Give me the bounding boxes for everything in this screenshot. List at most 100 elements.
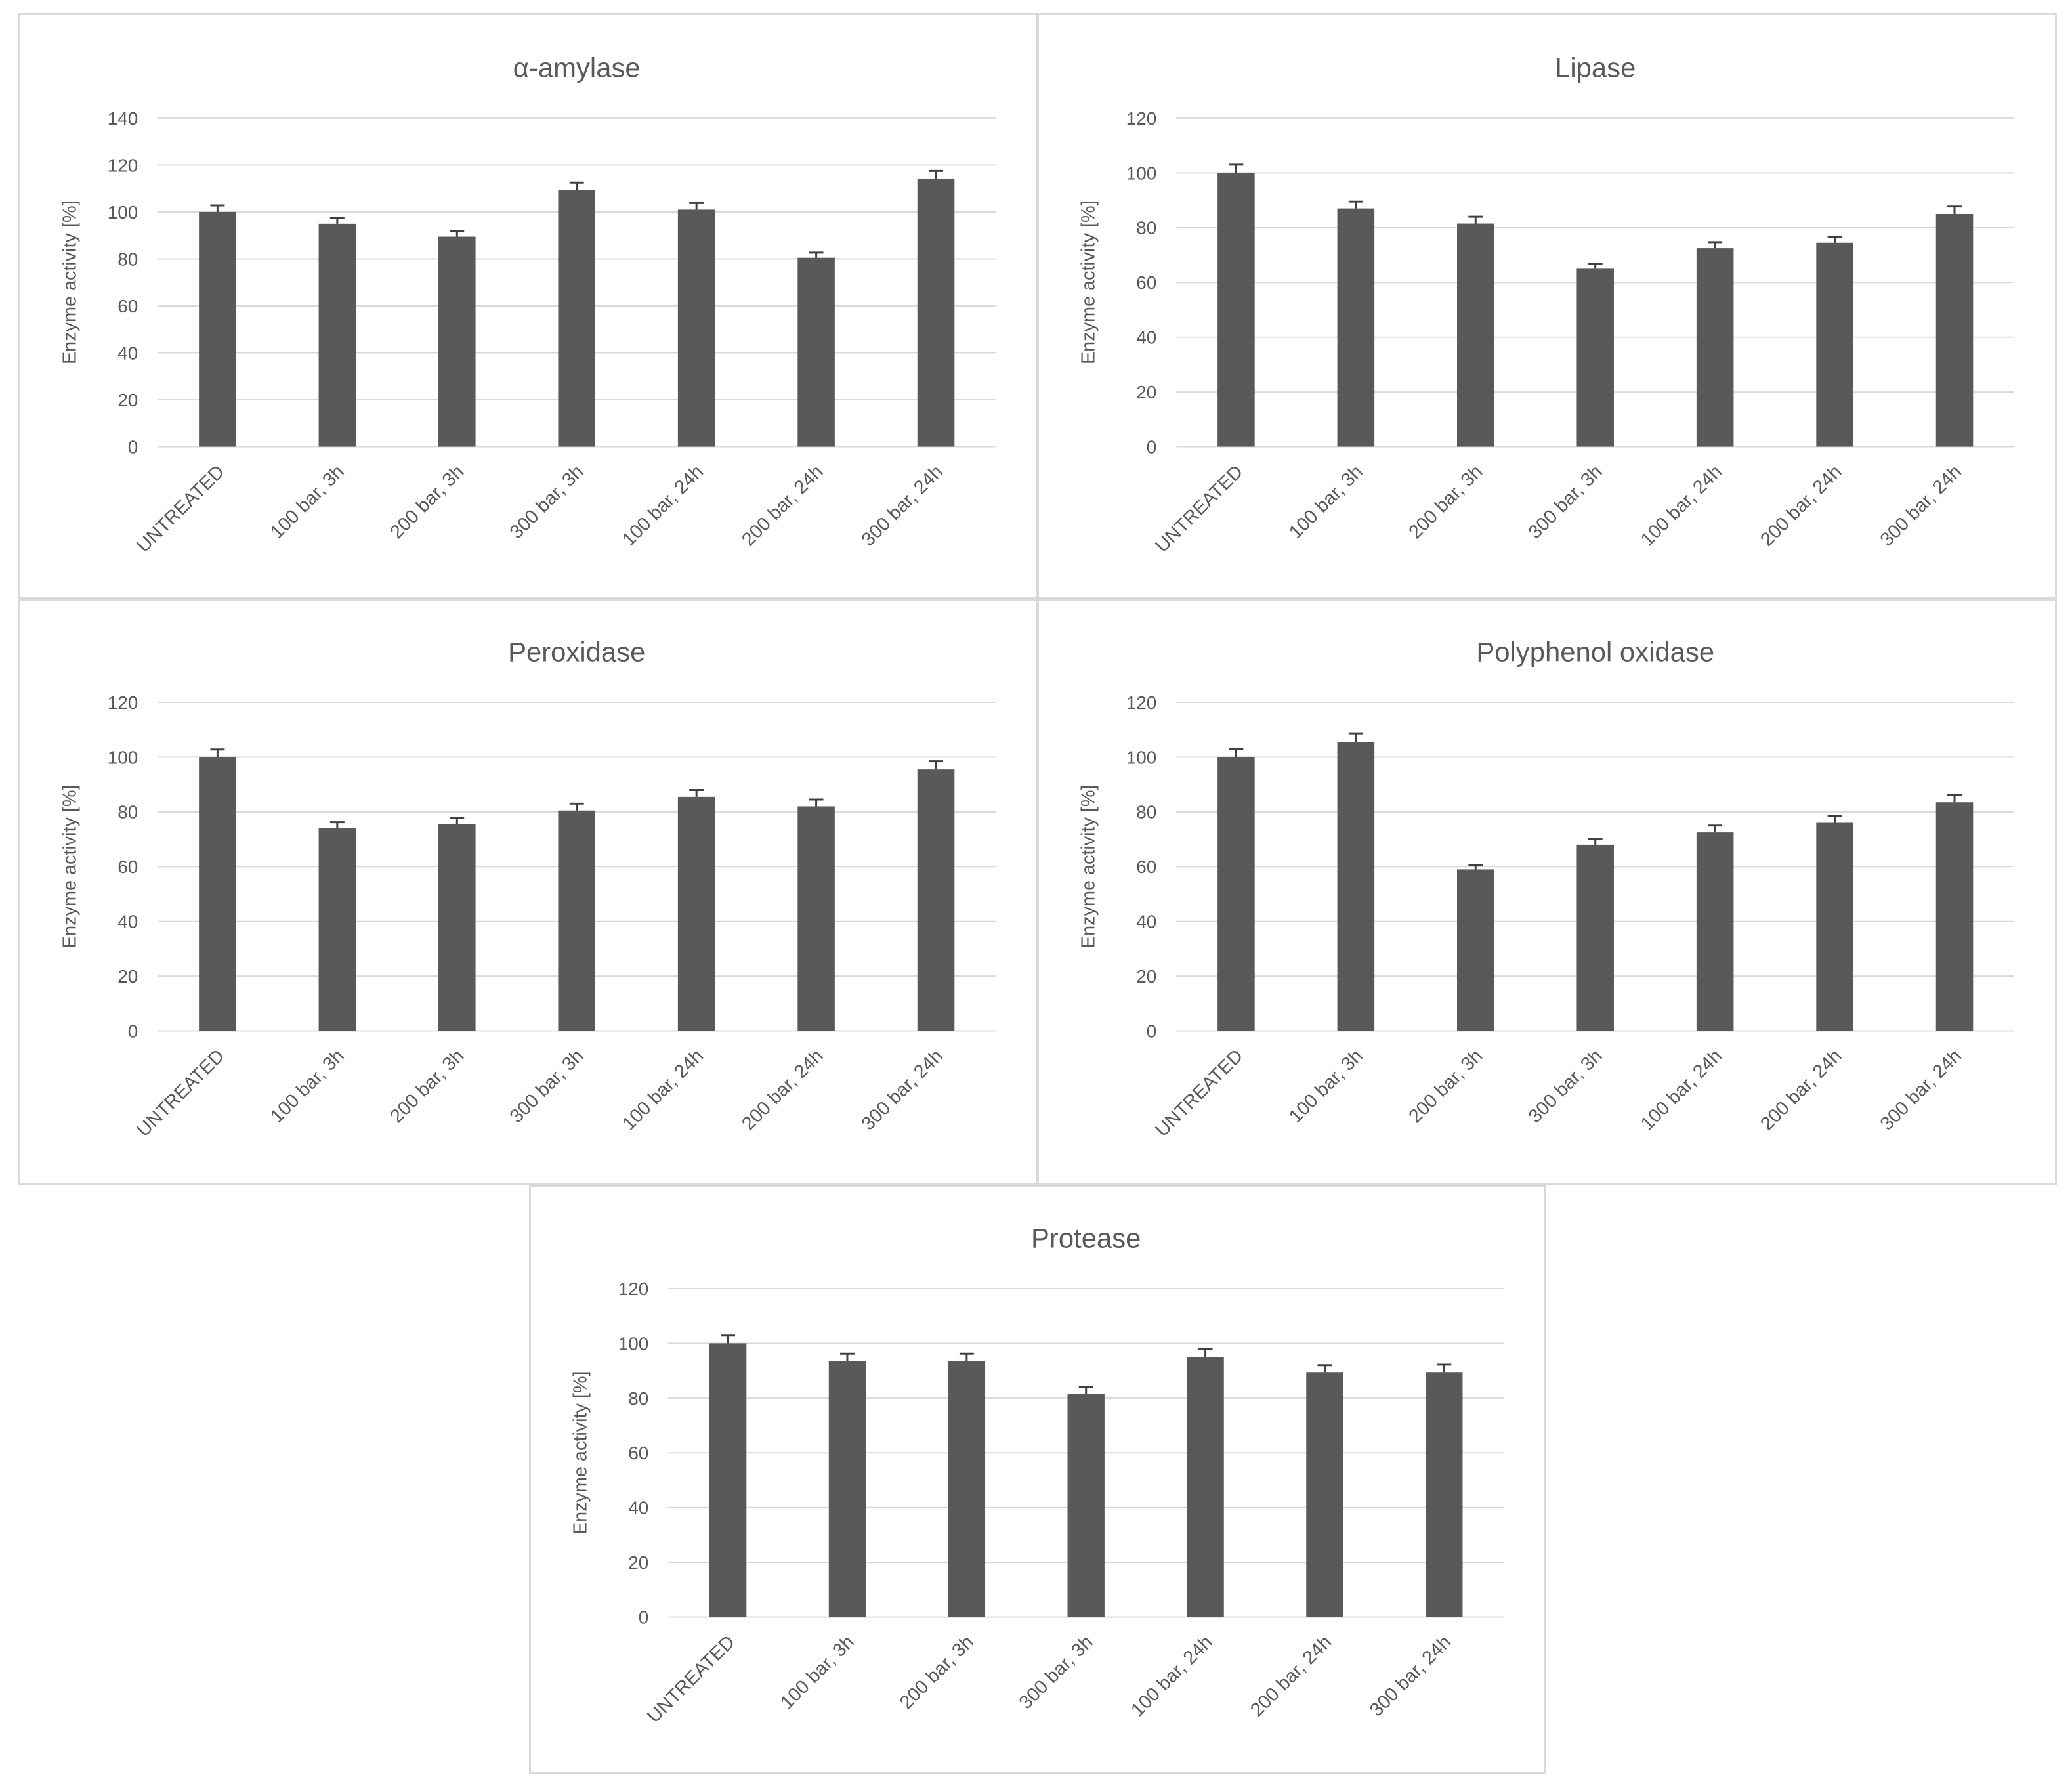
x-tick-label: 100 bar, 3h <box>1285 1046 1367 1127</box>
polyphenol-oxidase-chart: Polyphenol oxidase 0 20 40 60 80 100 120 Enzyme … <box>1078 636 2015 1141</box>
x-tick-label: 300 bar, 3h <box>1525 461 1607 543</box>
bar <box>318 223 356 447</box>
y-tick-label: 20 <box>628 1552 648 1573</box>
x-tick-label: 200 bar, 3h <box>896 1632 978 1713</box>
x-tick-label: 200 bar, 3h <box>1405 461 1487 543</box>
bar <box>1187 1357 1224 1617</box>
chart-panel-alpha-amylase: α-amylase 0 20 40 60 80 100 120 140 Enzyme activi… <box>18 13 1038 599</box>
x-tick-label: 300 bar, 24h <box>858 1046 947 1135</box>
x-tick-label: 100 bar, 24h <box>1127 1632 1216 1721</box>
x-tick-label: 300 bar, 24h <box>1876 1046 1966 1135</box>
y-axis-label: Enzyme activity [%] <box>60 784 81 949</box>
bar <box>1696 248 1734 447</box>
bar <box>558 190 595 447</box>
chart-panel-protease: Protease 0 20 40 60 80 100 120 Enzyme activity [… <box>529 1185 1546 1774</box>
bar <box>797 257 835 447</box>
bar <box>948 1361 986 1617</box>
y-tick-label: 60 <box>628 1443 648 1463</box>
y-axis-label: Enzyme activity [%] <box>570 1371 591 1535</box>
x-tick-label: 300 bar, 3h <box>1525 1046 1607 1127</box>
x-tick-label: 100 bar, 3h <box>1285 461 1367 543</box>
y-tick-label: 140 <box>108 108 138 129</box>
x-tick-label: 200 bar, 24h <box>1756 461 1846 551</box>
chart-title: Polyphenol oxidase <box>1476 636 1714 667</box>
x-tick-label: 200 bar, 3h <box>386 1046 468 1127</box>
bar <box>1217 757 1255 1031</box>
alpha-amylase-chart: α-amylase 0 20 40 60 80 100 120 140 Enzyme activi… <box>60 52 996 557</box>
x-tick-label: 200 bar, 24h <box>738 1046 827 1135</box>
x-tick-label: UNTREATED <box>1151 1046 1247 1141</box>
bar <box>1426 1372 1463 1617</box>
peroxidase-chart: Peroxidase 0 20 40 60 80 100 120 Enzyme activity… <box>60 636 996 1141</box>
bar <box>1696 832 1734 1031</box>
y-axis-label: Enzyme activity [%] <box>1078 784 1099 949</box>
chart-panel-lipase: Lipase 0 20 40 60 80 100 120 Enzyme activity [%]… <box>1037 13 2057 599</box>
bar <box>1935 802 1974 1031</box>
x-tick-label: UNTREATED <box>643 1632 739 1727</box>
y-tick-label: 80 <box>117 802 138 822</box>
bar <box>558 810 595 1031</box>
bar <box>917 769 955 1031</box>
chart-panel-peroxidase: Peroxidase 0 20 40 60 80 100 120 Enzyme activity… <box>18 599 1038 1185</box>
bar <box>1576 268 1614 447</box>
x-tick-label: 200 bar, 24h <box>1246 1632 1336 1721</box>
y-tick-label: 100 <box>1126 747 1157 767</box>
y-tick-label: 100 <box>108 202 138 223</box>
x-tick-label: 300 bar, 3h <box>506 1046 588 1127</box>
bar <box>1816 822 1853 1031</box>
bar <box>1457 869 1494 1031</box>
y-tick-label: 40 <box>117 912 138 932</box>
x-tick-label: 300 bar, 24h <box>1876 461 1966 551</box>
y-tick-label: 100 <box>618 1333 649 1354</box>
x-tick-label: UNTREATED <box>1151 461 1247 557</box>
bar <box>1217 173 1255 447</box>
x-tick-label: UNTREATED <box>133 1046 228 1141</box>
x-tick-label: 100 bar, 24h <box>618 1046 708 1135</box>
y-tick-label: 120 <box>1126 108 1157 129</box>
bar <box>1337 742 1375 1031</box>
y-tick-label: 40 <box>1136 912 1156 932</box>
y-tick-label: 60 <box>1136 272 1156 293</box>
y-tick-label: 40 <box>628 1498 648 1518</box>
y-tick-label: 120 <box>1126 693 1157 713</box>
y-tick-label: 120 <box>618 1279 649 1299</box>
x-tick-label: 100 bar, 3h <box>266 461 349 543</box>
bar <box>828 1361 866 1617</box>
x-tick-label: 100 bar, 3h <box>266 1046 349 1127</box>
bar <box>438 236 476 447</box>
bar <box>438 824 476 1031</box>
y-axis-label: Enzyme activity [%] <box>60 200 81 364</box>
y-tick-label: 60 <box>117 857 138 877</box>
y-tick-label: 120 <box>108 693 138 713</box>
bar <box>1935 213 1974 447</box>
chart-title: Peroxidase <box>508 636 645 667</box>
bar <box>318 828 356 1031</box>
y-axis-label: Enzyme activity [%] <box>1078 200 1099 364</box>
chart-title: Protease <box>1031 1222 1141 1253</box>
y-tick-label: 40 <box>117 343 138 363</box>
x-tick-label: 100 bar, 24h <box>618 461 708 551</box>
bar <box>1816 242 1853 447</box>
bar <box>1337 208 1375 447</box>
bar <box>797 806 835 1031</box>
bar <box>199 757 236 1031</box>
x-tick-label: UNTREATED <box>133 461 228 557</box>
x-tick-label: 100 bar, 3h <box>776 1632 858 1713</box>
x-tick-label: 200 bar, 3h <box>1405 1046 1487 1127</box>
y-tick-label: 20 <box>1136 966 1156 987</box>
protease-chart: Protease 0 20 40 60 80 100 120 Enzyme activity [… <box>570 1222 1504 1727</box>
bar <box>677 796 715 1031</box>
y-tick-label: 120 <box>108 155 138 175</box>
bar <box>917 179 955 447</box>
y-tick-label: 0 <box>639 1608 649 1628</box>
y-tick-label: 80 <box>1136 802 1156 822</box>
y-tick-label: 0 <box>1147 437 1157 458</box>
y-tick-label: 0 <box>128 437 138 458</box>
bar <box>1576 844 1614 1031</box>
x-tick-label: 200 bar, 24h <box>1756 1046 1846 1135</box>
y-tick-label: 100 <box>108 747 138 767</box>
y-tick-label: 80 <box>117 249 138 269</box>
y-tick-label: 20 <box>117 390 138 410</box>
y-tick-label: 0 <box>128 1021 138 1042</box>
y-tick-label: 60 <box>117 296 138 316</box>
